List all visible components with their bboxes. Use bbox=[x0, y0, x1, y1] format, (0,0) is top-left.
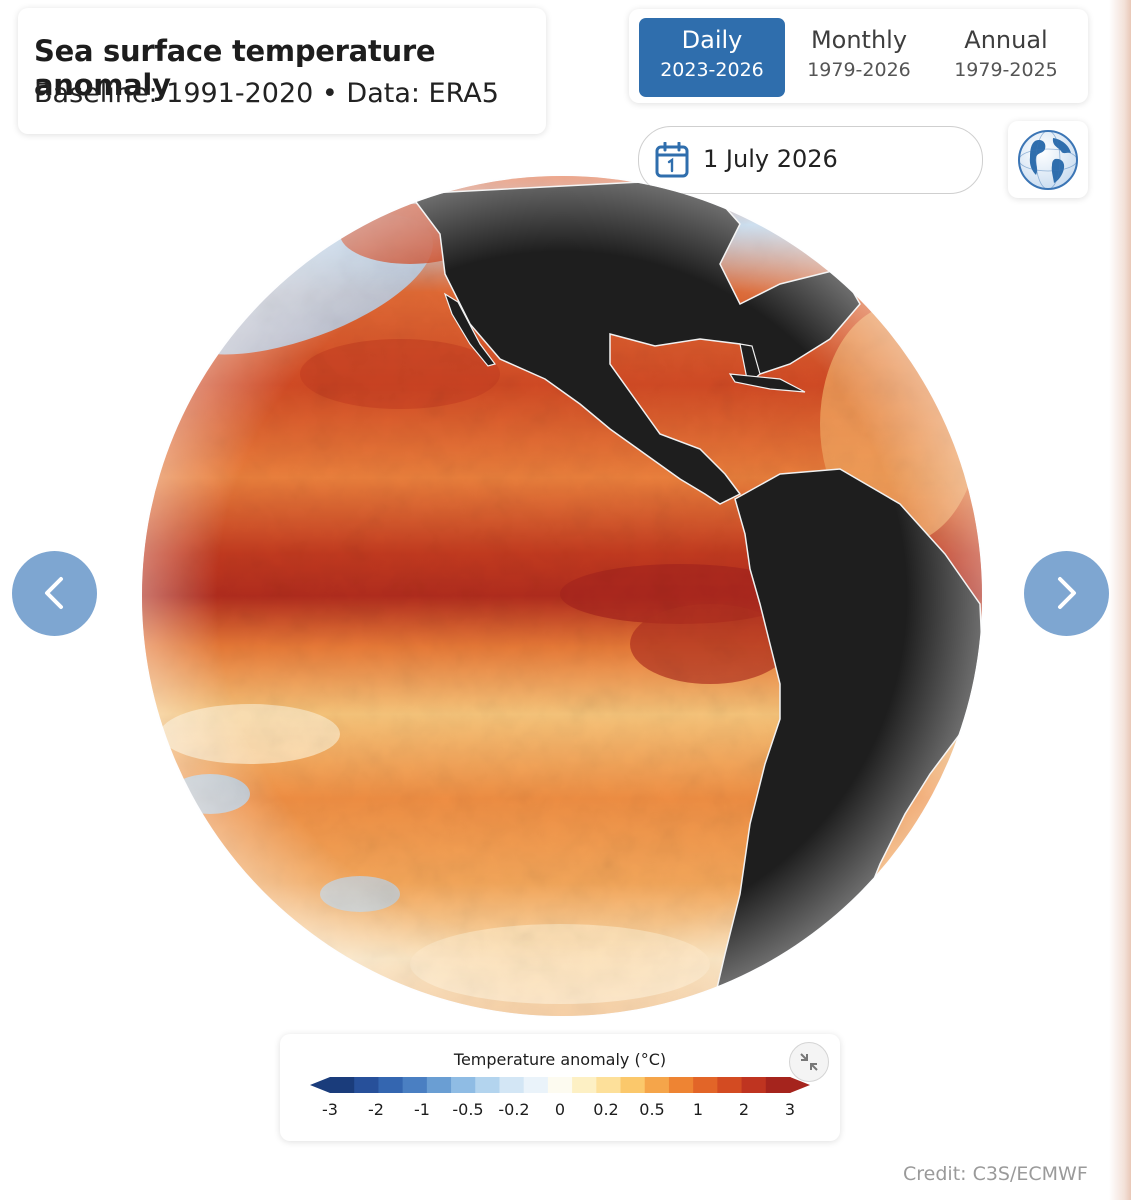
page-title: Sea surface temperature anomaly bbox=[34, 34, 436, 102]
period-range: 1979-2025 bbox=[954, 59, 1058, 81]
sst-anomaly-globe[interactable] bbox=[138, 172, 986, 1022]
legend-tick-label: 0.5 bbox=[639, 1100, 665, 1119]
legend-color-step bbox=[644, 1077, 670, 1093]
legend-tick-label: 2 bbox=[738, 1100, 750, 1119]
next-day-button[interactable] bbox=[1024, 551, 1109, 636]
legend-title: Temperature anomaly (°C) bbox=[453, 1050, 667, 1069]
period-range: 1979-2026 bbox=[807, 59, 911, 81]
legend-tick-label: -3 bbox=[322, 1100, 338, 1119]
date-picker[interactable]: 1 July 2026 bbox=[638, 126, 983, 194]
legend-color-step bbox=[523, 1077, 549, 1093]
period-range: 2023-2026 bbox=[660, 59, 764, 81]
legend-color-step bbox=[717, 1077, 743, 1093]
legend-tick-label: -1 bbox=[414, 1100, 430, 1119]
legend-high-arrow bbox=[790, 1077, 810, 1093]
legend-color-step bbox=[693, 1077, 718, 1093]
legend-color-step bbox=[354, 1077, 379, 1093]
legend-tick-label: -0.5 bbox=[452, 1100, 484, 1119]
period-label: Annual bbox=[964, 26, 1048, 54]
page-subtitle: Baseline: 1991-2020 • Data: ERA5 bbox=[34, 78, 499, 109]
calendar-icon bbox=[655, 142, 689, 178]
title-card: Sea surface temperature anomaly Baseline… bbox=[18, 8, 546, 134]
collapse-arrows-icon bbox=[800, 1053, 818, 1071]
legend-color-step bbox=[741, 1077, 767, 1093]
globe-view-button[interactable] bbox=[1008, 121, 1088, 198]
date-value: 1 July 2026 bbox=[703, 145, 838, 173]
chevron-right-icon bbox=[1058, 577, 1076, 609]
legend-color-step bbox=[765, 1077, 791, 1093]
legend-color-step bbox=[330, 1077, 355, 1093]
period-annual-button[interactable]: Annual 1979-2025 bbox=[933, 18, 1079, 97]
chevron-left-icon bbox=[45, 577, 63, 609]
legend-tick-label: 3 bbox=[784, 1100, 796, 1119]
color-legend: Temperature anomaly (°C) -3 -2 -1 -0.5 -0.2 0… bbox=[280, 1034, 840, 1141]
legend-tick-label: 1 bbox=[692, 1100, 704, 1119]
legend-color-step bbox=[596, 1077, 622, 1093]
legend-color-step bbox=[451, 1077, 476, 1093]
previous-day-button[interactable] bbox=[12, 551, 97, 636]
legend-collapse-button[interactable] bbox=[789, 1042, 829, 1082]
legend-low-arrow bbox=[310, 1077, 330, 1093]
period-daily-button[interactable]: Daily 2023-2026 bbox=[639, 18, 785, 97]
legend-tick-label: -0.2 bbox=[498, 1100, 530, 1119]
legend-color-step bbox=[547, 1077, 573, 1093]
legend-tick-label: -2 bbox=[368, 1100, 384, 1119]
legend-color-step bbox=[378, 1077, 404, 1093]
legend-color-step bbox=[475, 1077, 500, 1093]
period-toggle: Daily 2023-2026 Monthly 1979-2026 Annual… bbox=[629, 9, 1088, 103]
credit-text: Credit: C3S/ECMWF bbox=[903, 1163, 1088, 1185]
legend-color-bar bbox=[310, 1077, 810, 1093]
legend-tick-label: 0 bbox=[554, 1100, 566, 1119]
period-monthly-button[interactable]: Monthly 1979-2026 bbox=[786, 18, 932, 97]
legend-color-step bbox=[426, 1077, 452, 1093]
period-label: Daily bbox=[681, 26, 743, 54]
legend-color-step bbox=[668, 1077, 694, 1093]
globe-icon bbox=[1018, 130, 1078, 190]
legend-color-step bbox=[499, 1077, 525, 1093]
legend-color-step bbox=[620, 1077, 646, 1093]
period-label: Monthly bbox=[810, 26, 908, 54]
legend-tick-label: 0.2 bbox=[593, 1100, 619, 1119]
legend-color-step bbox=[402, 1077, 428, 1093]
legend-color-step bbox=[572, 1077, 597, 1093]
page-edge-shade bbox=[1109, 0, 1131, 1200]
